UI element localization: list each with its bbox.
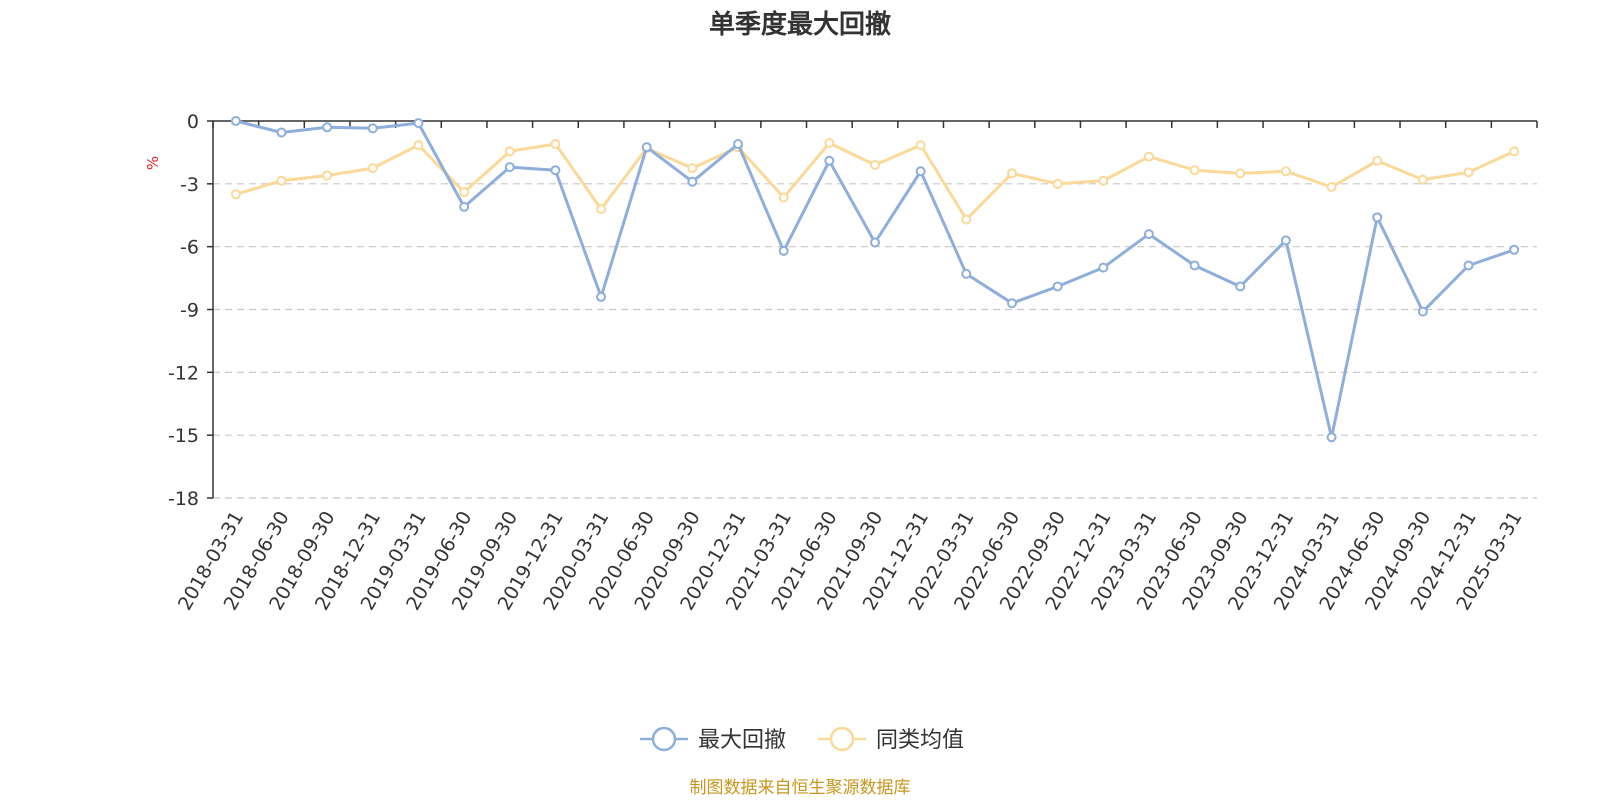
y-tick-label: -15: [168, 425, 199, 447]
y-tick-labels: 0 -3 -6 -9 -12 -15 -18: [168, 111, 213, 510]
data-point[interactable]: [687, 176, 698, 187]
data-point[interactable]: [824, 155, 835, 166]
series-line: [235, 141, 1515, 221]
legend[interactable]: 最大回撤 同类均值: [640, 726, 964, 753]
data-point[interactable]: [504, 162, 515, 173]
data-point[interactable]: [1509, 244, 1520, 255]
x-tick-labels: 2018-03-312018-06-302018-09-302018-12-31…: [174, 507, 1527, 614]
data-point[interactable]: [367, 163, 378, 174]
data-point[interactable]: [550, 165, 561, 176]
data-point[interactable]: [915, 166, 926, 177]
data-point[interactable]: [778, 192, 789, 203]
data-point[interactable]: [596, 291, 607, 302]
data-point[interactable]: [1189, 165, 1200, 176]
legend-label: 最大回撤: [698, 728, 786, 753]
data-point[interactable]: [1098, 262, 1109, 273]
data-point[interactable]: [596, 203, 607, 214]
data-point[interactable]: [1143, 151, 1154, 162]
data-point[interactable]: [459, 187, 470, 198]
data-point[interactable]: [1006, 298, 1017, 309]
data-point[interactable]: [1417, 174, 1428, 185]
data-point[interactable]: [1098, 175, 1109, 186]
chart-title: 单季度最大回撤: [709, 9, 891, 40]
series-peer-average: [230, 137, 1520, 225]
data-point[interactable]: [413, 118, 424, 129]
series-max-drawdown: [230, 116, 1520, 443]
data-point[interactable]: [778, 245, 789, 256]
data-point[interactable]: [1417, 306, 1428, 317]
data-point[interactable]: [276, 127, 287, 138]
data-point[interactable]: [1463, 260, 1474, 271]
data-point[interactable]: [870, 159, 880, 170]
data-point[interactable]: [1463, 167, 1474, 178]
data-point[interactable]: [824, 137, 835, 148]
data-point[interactable]: [1372, 212, 1383, 223]
y-tick-label: 0: [187, 111, 199, 133]
plot-area: [230, 116, 1520, 443]
legend-item[interactable]: 最大回撤: [640, 726, 786, 753]
data-point[interactable]: [1509, 146, 1520, 157]
grid-lines: [213, 183, 1537, 499]
data-point[interactable]: [915, 140, 926, 151]
data-point[interactable]: [230, 189, 241, 200]
data-point[interactable]: [322, 170, 333, 181]
legend-marker-icon: [651, 726, 677, 752]
data-point[interactable]: [1280, 166, 1291, 177]
data-point[interactable]: [1326, 432, 1337, 443]
y-axis-unit-label: %: [144, 156, 162, 170]
data-point[interactable]: [1280, 235, 1291, 246]
data-point[interactable]: [230, 116, 241, 126]
data-point[interactable]: [367, 123, 378, 134]
data-point[interactable]: [322, 122, 333, 133]
y-tick-label: -18: [168, 488, 199, 510]
y-tick-label: -12: [168, 362, 199, 384]
data-point[interactable]: [1235, 281, 1246, 292]
data-point[interactable]: [961, 268, 972, 279]
data-point[interactable]: [1143, 229, 1154, 240]
data-point[interactable]: [961, 214, 972, 225]
data-point[interactable]: [1189, 260, 1200, 271]
data-point[interactable]: [870, 237, 880, 248]
data-point[interactable]: [1326, 181, 1337, 192]
data-point[interactable]: [1052, 178, 1063, 189]
data-point[interactable]: [504, 146, 515, 157]
data-point[interactable]: [413, 140, 424, 151]
y-tick-label: -6: [180, 237, 199, 259]
legend-marker-icon: [829, 726, 855, 752]
data-point[interactable]: [1235, 168, 1246, 179]
legend-item[interactable]: 同类均值: [818, 726, 964, 753]
data-point[interactable]: [550, 139, 561, 150]
data-point[interactable]: [1372, 155, 1383, 166]
legend-label: 同类均值: [876, 728, 964, 753]
data-point[interactable]: [459, 201, 470, 212]
data-point[interactable]: [276, 175, 287, 186]
data-point[interactable]: [1006, 168, 1017, 179]
data-point[interactable]: [641, 142, 652, 153]
data-point[interactable]: [1052, 281, 1063, 292]
data-point[interactable]: [733, 139, 744, 150]
y-tick-label: -3: [180, 174, 199, 196]
y-tick-label: -9: [180, 300, 199, 322]
data-source-note: 制图数据来自恒生聚源数据库: [690, 778, 911, 798]
data-point[interactable]: [687, 163, 698, 174]
